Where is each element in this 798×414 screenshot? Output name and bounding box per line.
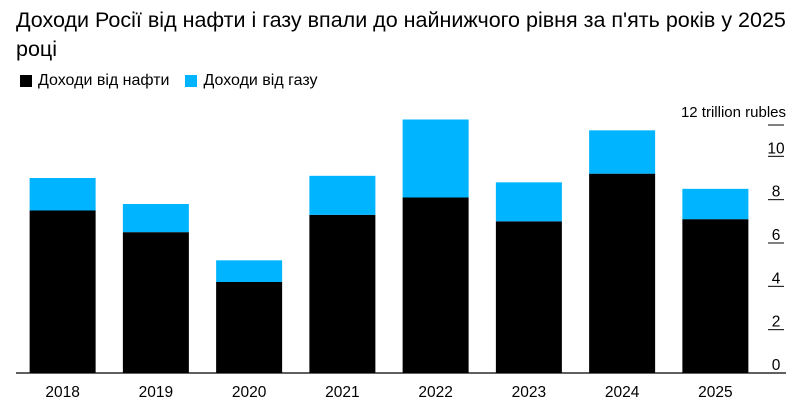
bar-oil-2022 [402,197,469,373]
bar-oil-2020 [216,282,283,373]
y-tick-label-8: 8 [772,184,781,201]
y-tick-label-0: 0 [772,357,781,374]
bar-gas-2021 [309,175,376,215]
bar-gas-2018 [29,178,96,211]
bar-oil-2019 [122,232,189,373]
bar-gas-2020 [216,260,283,282]
y-tick-label-4: 4 [772,270,781,287]
legend: Доходи від нафти Доходи від газу [20,72,333,90]
x-tick-label-2023: 2023 [512,384,546,401]
x-tick-label-2018: 2018 [45,384,79,401]
bar-oil-2024 [589,173,656,373]
bar-gas-2019 [122,204,189,233]
y-tick-label-10: 10 [767,140,785,157]
bar-gas-2025 [682,188,749,220]
legend-item-oil: Доходи від нафти [20,72,169,90]
x-tick-label-2021: 2021 [325,384,359,401]
bar-oil-2023 [495,221,562,373]
x-tick-label-2020: 2020 [232,384,267,401]
y-axis-unit-label: 12 trillion rubles [681,104,786,121]
x-tick-label-2024: 2024 [605,384,640,401]
chart-title: Доходи Росії від нафти і газу впали до н… [16,8,786,61]
legend-item-gas: Доходи від газу [185,72,317,90]
bar-oil-2021 [309,214,376,373]
x-tick-label-2022: 2022 [418,384,452,401]
x-tick-label-2025: 2025 [698,384,732,401]
bar-oil-2025 [682,219,749,373]
bar-gas-2023 [495,182,562,222]
legend-label-gas: Доходи від газу [203,72,318,89]
x-tick-label-2019: 2019 [139,384,173,401]
legend-swatch-oil [20,75,32,87]
bar-gas-2022 [402,119,469,198]
legend-label-oil: Доходи від нафти [38,72,170,89]
y-tick-label-2: 2 [772,314,781,331]
legend-swatch-gas [185,75,198,87]
bar-gas-2024 [589,130,656,174]
y-tick-label-6: 6 [772,227,781,244]
bar-oil-2018 [29,210,96,373]
